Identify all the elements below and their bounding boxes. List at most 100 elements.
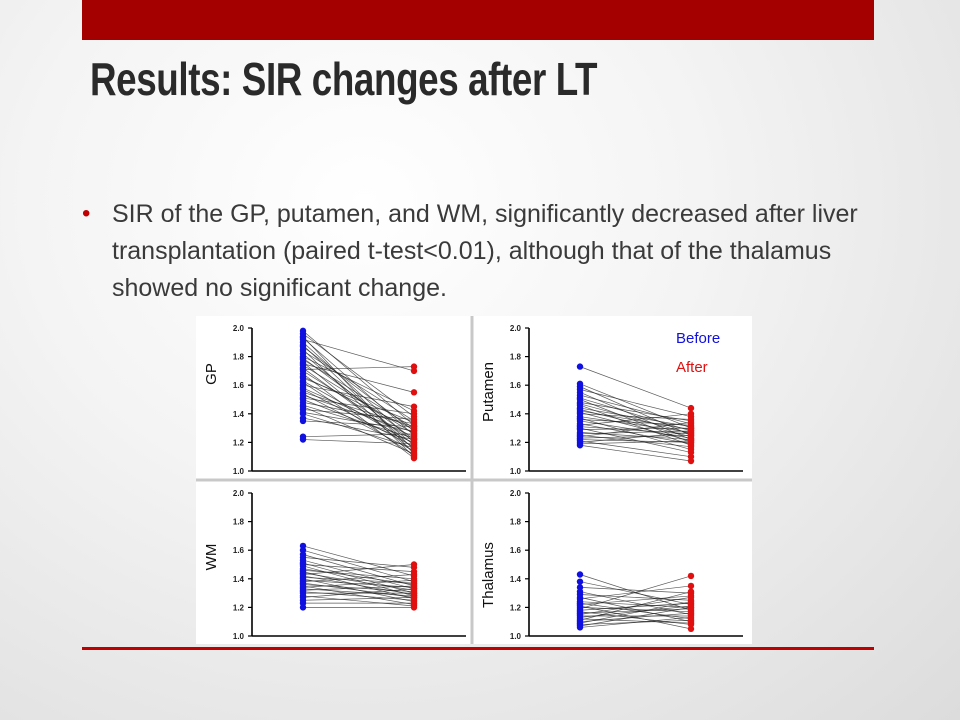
pair-line <box>302 569 415 580</box>
pair-line <box>579 591 692 621</box>
y-tick-label: 1.4 <box>510 575 522 584</box>
pair-line <box>579 419 692 426</box>
pair-line <box>579 439 692 443</box>
y-tick-label: 1.8 <box>510 518 522 527</box>
y-axis-label: WM <box>203 544 220 571</box>
after-point <box>687 614 695 621</box>
after-point <box>687 437 695 445</box>
pair-line <box>302 373 415 459</box>
y-axis-label: GP <box>203 363 220 385</box>
after-point <box>687 429 695 436</box>
y-tick-label: 1.6 <box>510 546 522 555</box>
sir-figure: 1.0 1.2 1.4 1.6 1.8 2.0 GP 1.0 1.2 1.4 1.6 1.8 2.0 P… <box>196 316 752 644</box>
after-point <box>687 588 695 595</box>
pair-line <box>302 595 415 607</box>
pair-line <box>579 389 692 417</box>
panel-wm: 1.0 1.2 1.4 1.6 1.8 2.0 WM <box>203 489 466 641</box>
pair-line <box>579 434 692 439</box>
pair-line <box>579 617 692 628</box>
pair-line <box>302 588 415 597</box>
pair-line <box>302 377 415 423</box>
pair-line <box>579 402 692 422</box>
pair-line <box>579 397 692 432</box>
after-point <box>410 594 418 601</box>
pair-line <box>579 601 692 608</box>
pair-line <box>302 585 415 591</box>
pair-line <box>302 392 415 428</box>
after-point <box>410 403 418 410</box>
pair-line <box>302 557 415 568</box>
pair-line <box>579 430 692 435</box>
pair-line <box>302 412 415 432</box>
pair-line <box>302 439 415 445</box>
y-tick-label: 1.6 <box>233 546 245 555</box>
pair-line <box>579 412 692 442</box>
after-point <box>410 585 418 593</box>
before-point <box>576 571 584 578</box>
before-point <box>576 578 584 585</box>
pair-line <box>302 393 415 452</box>
after-point <box>410 577 418 584</box>
after-point <box>687 410 695 417</box>
bullet-dot-icon: • <box>82 200 91 227</box>
y-axis-label: Putamen <box>480 362 497 422</box>
after-point <box>410 430 418 438</box>
before-point <box>576 624 584 631</box>
pair-line <box>302 579 415 588</box>
pair-line <box>579 422 692 438</box>
before-point <box>299 417 307 425</box>
pair-line <box>302 433 415 438</box>
after-point <box>687 404 695 412</box>
after-point <box>410 450 418 458</box>
after-point <box>410 604 418 611</box>
pair-line <box>579 440 692 445</box>
pair-line <box>302 399 415 443</box>
y-tick-label: 1.4 <box>233 410 245 419</box>
pair-line <box>302 402 415 425</box>
panel-gp: 1.0 1.2 1.4 1.6 1.8 2.0 GP <box>203 324 466 476</box>
bullet-list: • SIR of the GP, putamen, and WM, signif… <box>82 196 862 307</box>
pair-line <box>579 427 692 453</box>
pair-line <box>302 564 415 575</box>
y-tick-label: 1.2 <box>233 438 245 447</box>
pair-line <box>302 389 415 448</box>
pair-line <box>302 384 415 407</box>
pair-line <box>302 364 415 435</box>
pair-line <box>302 545 415 577</box>
pair-line <box>579 403 692 435</box>
pair-line <box>579 383 692 429</box>
pair-line <box>579 594 692 601</box>
after-point <box>687 457 695 465</box>
before-point <box>299 604 307 611</box>
bottom-rule <box>82 647 874 650</box>
y-tick-label: 1.0 <box>510 467 522 476</box>
pair-line <box>579 426 692 435</box>
pair-line <box>579 413 692 420</box>
pair-line <box>302 356 415 412</box>
pair-line <box>302 549 415 582</box>
pair-line <box>302 367 415 449</box>
y-tick-label: 1.0 <box>233 632 245 641</box>
pair-line <box>302 359 415 429</box>
pair-line <box>579 427 692 430</box>
pair-line <box>302 585 415 605</box>
after-point <box>687 604 695 611</box>
y-tick-label: 1.4 <box>233 575 245 584</box>
y-tick-label: 1.6 <box>510 381 522 390</box>
y-axis-label: Thalamus <box>480 542 497 608</box>
pair-line <box>579 607 692 613</box>
after-point <box>410 423 418 430</box>
pair-line <box>579 581 692 605</box>
pair-line <box>302 406 415 455</box>
pair-line <box>579 416 692 433</box>
y-tick-label: 2.0 <box>233 489 245 498</box>
y-tick-label: 1.2 <box>233 603 245 612</box>
after-point <box>410 416 418 423</box>
panel-thalamus: 1.0 1.2 1.4 1.6 1.8 2.0 Thalamus <box>480 489 743 641</box>
pair-line <box>579 608 692 614</box>
pair-line <box>579 423 692 445</box>
pair-line <box>302 350 415 422</box>
pair-line <box>579 413 692 426</box>
pair-line <box>579 444 692 462</box>
y-tick-label: 1.0 <box>510 632 522 641</box>
